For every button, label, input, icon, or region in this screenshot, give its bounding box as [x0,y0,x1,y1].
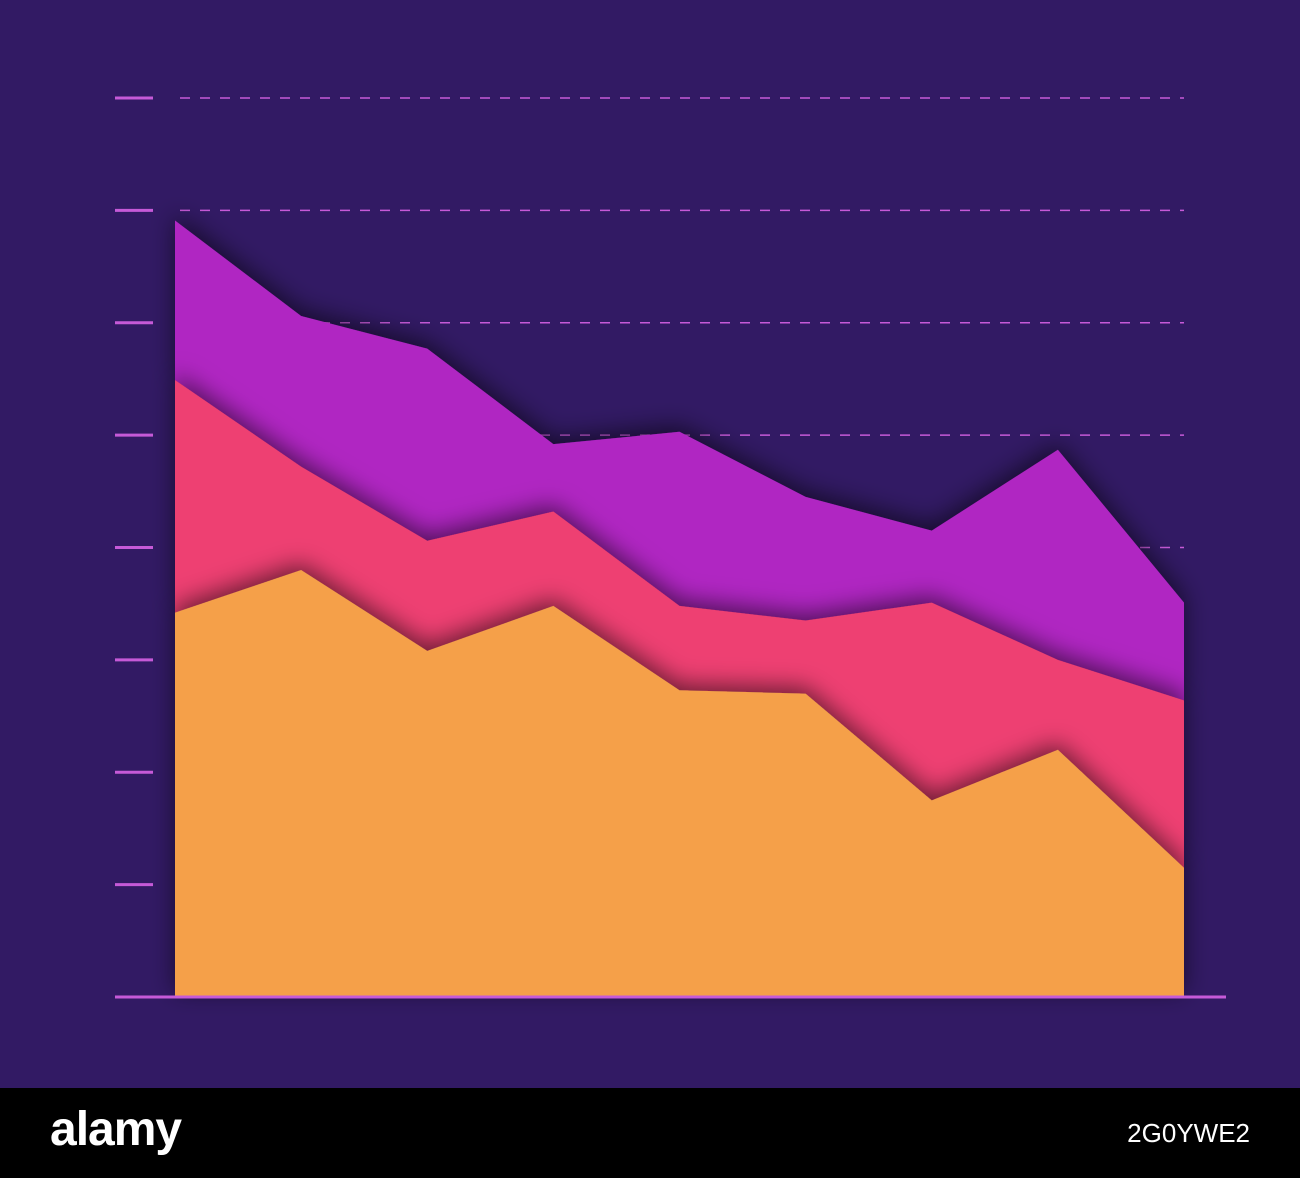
banner-id: 2G0YWE2 [1127,1118,1250,1148]
banner-logo: alamy [50,1103,182,1156]
area [175,569,1184,997]
banner: alamy 2G0YWE2 [0,1088,1300,1178]
chart [0,0,1300,1088]
area [175,380,1184,868]
area [175,220,1184,701]
